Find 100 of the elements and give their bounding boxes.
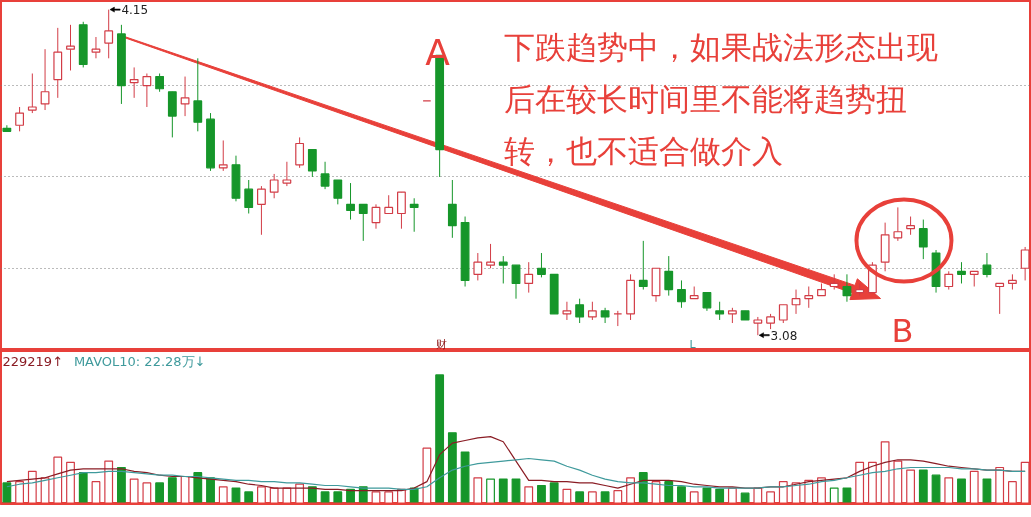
candlestick [358,203,368,242]
bar [104,460,114,504]
candlestick [995,282,1005,315]
candlestick [409,197,419,233]
candlestick [257,185,266,236]
annotation: 后在较长时间里不能将趋势扭 [503,80,907,117]
candlestick [537,252,546,278]
candlestick [1020,246,1030,281]
bar [740,492,750,504]
candlestick [155,73,165,93]
annotation: A [425,32,451,73]
candlestick [778,304,788,324]
bar [371,491,381,504]
bar [66,461,75,504]
bar [40,477,50,504]
candlestick [664,255,674,297]
bar [244,491,254,504]
candlestick [142,73,152,108]
bar [180,475,190,504]
bar [257,486,266,504]
bar [78,472,88,504]
bar [282,487,292,504]
annotation: 转，也不适合做介入 [503,132,783,169]
candlestick [27,73,37,114]
candlestick [282,161,292,187]
bar [918,469,928,504]
candlestick [486,243,495,269]
candlestick [753,316,763,336]
candlestick [498,255,508,284]
annotation: B [891,311,914,350]
bar [53,456,63,504]
candlestick [397,191,406,230]
bar [867,461,877,504]
bar [855,461,865,504]
candlestick [15,106,25,132]
bar [715,488,725,504]
candlestick [638,240,648,291]
candlestick [702,292,712,312]
candlestick [677,279,686,309]
bar [931,474,941,504]
bar [1007,481,1017,504]
bar [778,481,788,504]
candlestick [715,301,725,321]
bar [995,466,1005,504]
bar [562,488,572,504]
text: 财 [436,338,447,351]
bar [689,491,699,504]
bar [600,491,610,504]
candlestick [957,261,966,284]
bar [880,441,890,504]
bar [307,486,317,504]
bar [117,466,126,504]
candlestick [129,66,139,99]
candlestick [269,173,279,199]
candlestick [384,194,394,215]
bar [447,432,457,504]
bar [817,477,826,504]
candlestick [473,252,483,281]
bar [1020,461,1030,504]
candlestick [295,136,305,169]
bar [460,451,470,504]
bar [893,460,903,504]
bar [2,482,12,504]
bar [129,478,139,504]
text: MAVOL10: 22.28万↓ [73,354,206,369]
bar [155,482,165,504]
bar [422,447,432,504]
bar [473,477,483,504]
candlestick [587,301,597,321]
candlestick [575,298,585,324]
candlestick [104,9,114,59]
bar [753,487,763,504]
bar [766,491,775,504]
bar [702,487,712,504]
bar [969,470,979,504]
bar [231,487,241,504]
bar [524,486,534,504]
text: L [689,338,697,351]
text: 229219↑ [2,354,64,369]
bar [613,490,623,504]
candlestick [66,24,75,71]
bar [638,472,648,504]
bar [587,491,597,504]
candlestick [944,270,954,291]
bar [727,487,737,504]
candlestick [804,286,814,309]
bar [15,481,25,504]
bar [575,491,585,504]
bar [944,477,954,504]
bar [206,477,215,504]
candlestick [524,261,534,294]
candlestick [244,179,254,214]
bar [829,487,839,504]
candlestick [842,273,852,303]
candlestick [918,219,928,260]
candlestick [600,307,610,324]
bar [193,472,203,504]
bar [346,488,355,504]
bar [677,486,686,504]
candlestick [333,179,343,205]
